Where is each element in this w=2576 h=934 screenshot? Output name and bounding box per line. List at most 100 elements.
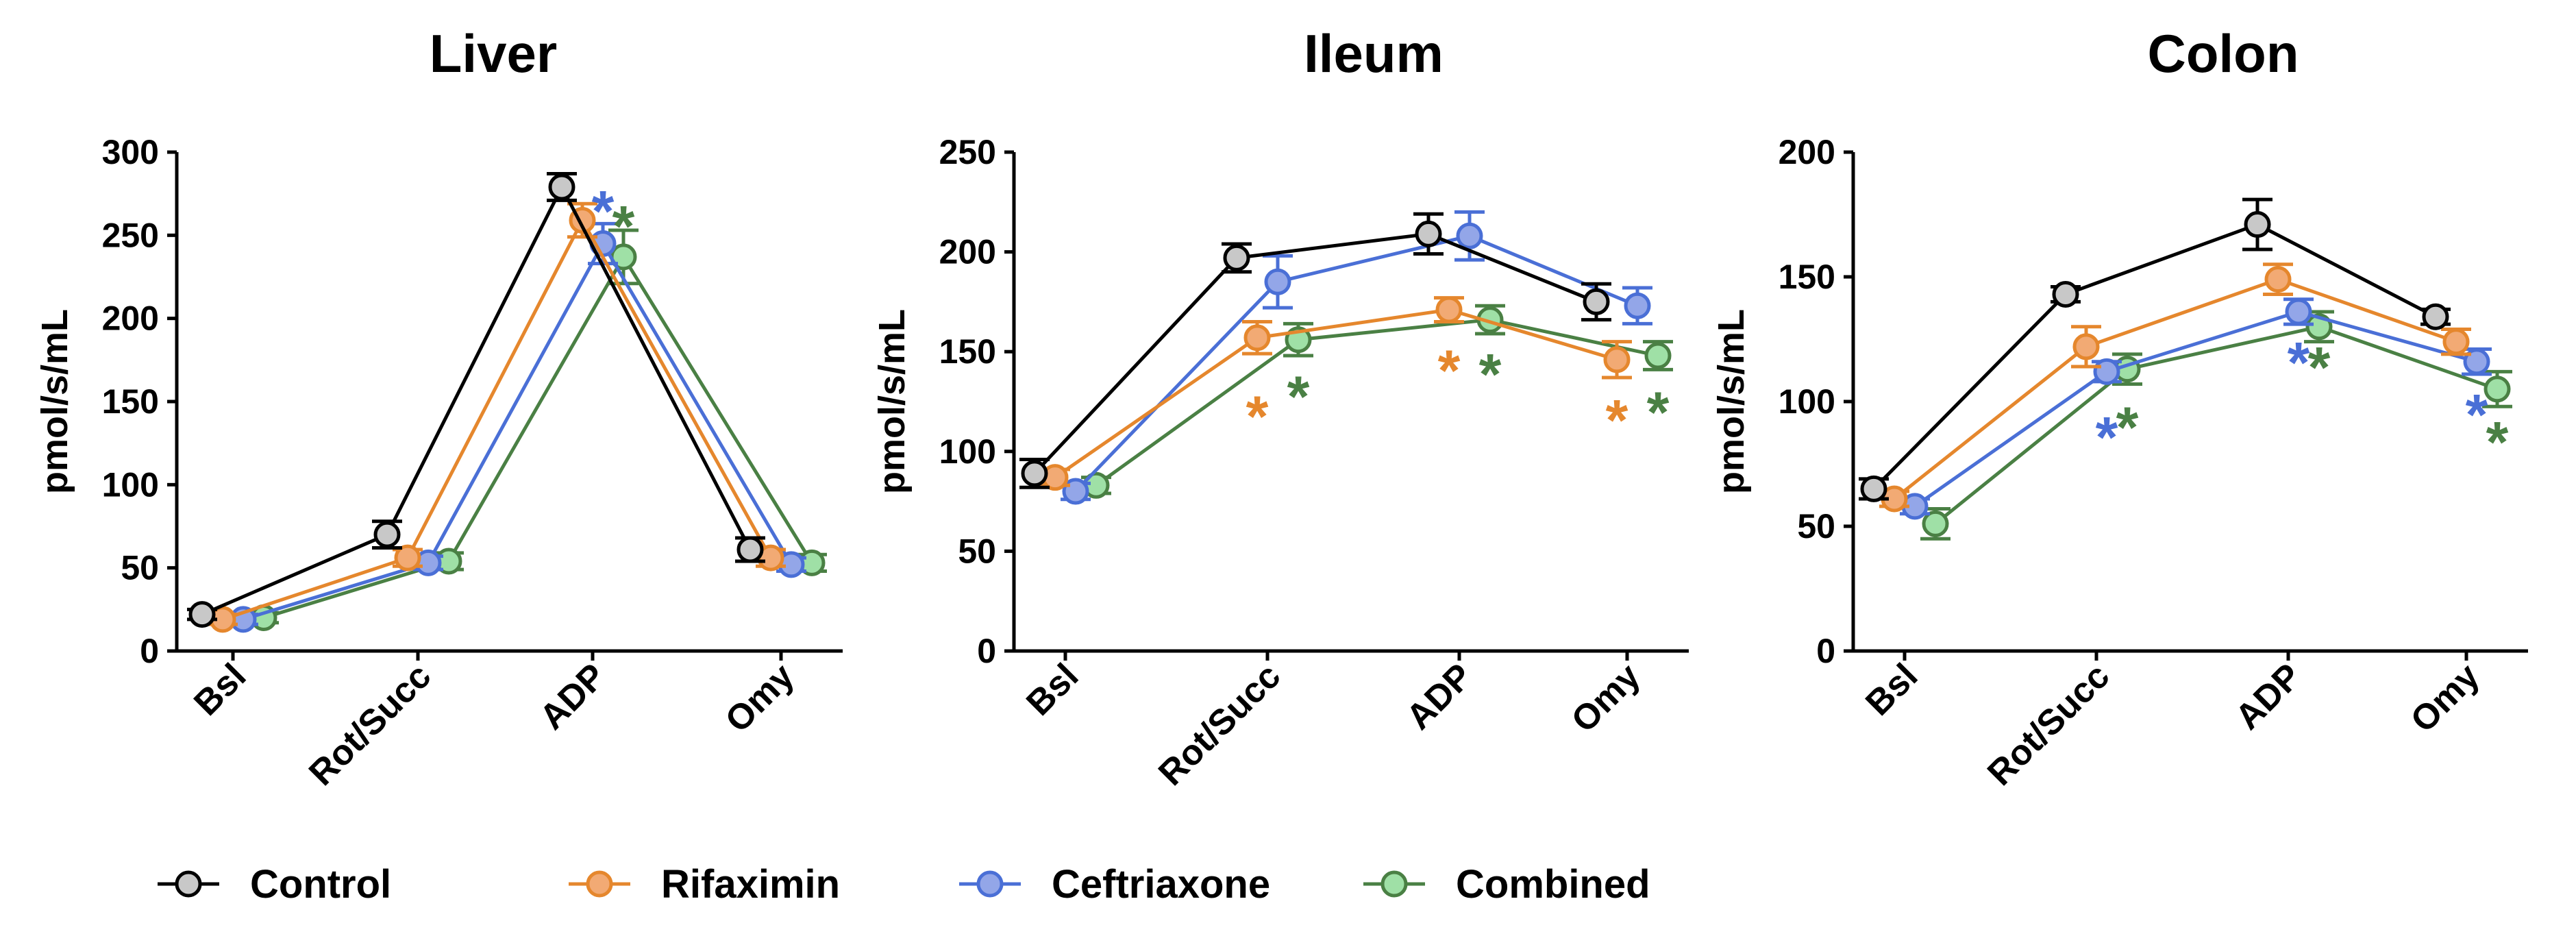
legend-item-rifaximin: Rifaximin [569,862,840,907]
data-point [736,536,764,563]
panel-ileum: Ileum 0 50 100 150 200 250 pmol/s/mL Bsl Rot/Succ… [871,23,1689,794]
y-tick-label: 0 [140,632,159,670]
data-point [373,521,401,548]
y-axis-label: pmol/s/mL [871,309,913,494]
significance-star: * [1246,384,1269,448]
series-rifaximin [208,201,786,633]
y-tick-label: 150 [939,332,996,371]
x-tick-label: Omy [718,656,802,740]
legend-label: Rifaximin [661,862,840,907]
data-point [2093,358,2120,385]
significance-star: * [1438,338,1461,402]
series-line-combined [1095,318,1659,487]
y-tick-label: 200 [102,299,159,338]
significance-star: * [2288,330,2310,395]
series-line-rifaximin [222,217,773,622]
data-point [1922,510,1949,537]
data-point [1603,346,1631,373]
series-line-combined [263,253,814,619]
data-point [2264,266,2292,293]
series-rifaximin [1879,262,2471,513]
data-point [2442,328,2470,356]
data-point [1456,222,1483,249]
data-point [1435,296,1463,323]
legend-marker [1380,870,1408,898]
panel-colon: Colon 0 50 100 150 200 pmol/s/mL Bsl Rot/Succ ADP… [1711,23,2528,794]
data-point [2072,333,2100,360]
chart-title: Liver [430,23,557,84]
series-control [187,172,765,628]
y-tick-label: 50 [121,549,159,587]
series-ceftriaxone [1061,210,1652,505]
legend-label: Combined [1456,862,1650,907]
x-tick-label: ADP [1399,656,1481,737]
y-tick-label: 50 [958,532,996,570]
data-point [2422,303,2449,330]
data-point [2244,211,2271,238]
legend-label: Ceftriaxone [1052,862,1270,907]
data-point [1021,460,1048,487]
panel-liver: Liver 0 50 100 150 200 250 300 pmol/s/mL Bsl Rot/S… [34,23,843,794]
data-point [1624,292,1651,319]
x-tick-label: Bsl [1858,656,1925,723]
legend-label: Control [250,862,391,907]
y-tick-label: 200 [939,233,996,271]
y-tick-label: 0 [977,632,996,670]
x-tick-label: ADP [2228,656,2309,737]
series-line-control [1033,232,1597,475]
legend-marker [976,870,1004,898]
series-ceftriaxone [228,221,806,633]
y-tick-label: 300 [102,133,159,171]
legend-item-control: Control [158,862,391,907]
y-tick-label: 200 [1779,133,1835,171]
x-tick-label: Rot/Succ [301,656,438,793]
data-point [1264,268,1291,295]
data-point [1062,478,1089,505]
data-point [1583,288,1610,315]
series-combined [1081,304,1673,499]
significance-star: * [1647,380,1670,445]
chart-title: Colon [2148,23,2299,84]
significance-star: * [1287,364,1310,428]
legend-marker [586,870,613,898]
x-tick-label: ADP [532,656,614,737]
x-tick-label: Bsl [1019,656,1086,723]
significance-star: * [2486,410,2509,474]
significance-star: * [1606,388,1628,452]
x-tick-label: Bsl [186,656,253,723]
series-control [1019,212,1611,489]
y-tick-label: 100 [939,432,996,471]
y-tick-label: 250 [102,216,159,254]
legend-marker [175,870,202,898]
y-tick-label: 250 [939,133,996,171]
y-axis-label: pmol/s/mL [1711,309,1752,494]
data-point [548,173,575,201]
legend-item-ceftriaxone: Ceftriaxone [959,862,1270,907]
series-ceftriaxone [1900,297,2492,520]
significance-star: * [612,194,635,258]
y-tick-label: 150 [1779,258,1835,296]
x-tick-label: Rot/Succ [1980,656,2117,793]
data-point [1243,324,1271,352]
x-tick-label: Omy [2403,656,2488,740]
y-tick-label: 100 [1779,382,1835,421]
legend: Control Rifaximin Ceftriaxone Combined [158,862,1650,907]
data-point [394,544,421,572]
data-point [1860,475,1887,502]
data-point [1644,342,1672,369]
data-point [2285,298,2312,325]
series-line-rifaximin [1054,308,1618,479]
data-point [1415,220,1442,247]
y-tick-label: 150 [102,382,159,421]
series-line-control [1872,222,2437,491]
y-tick-label: 100 [102,465,159,504]
significance-star: * [2308,335,2331,400]
data-point [1223,244,1250,271]
x-tick-label: Rot/Succ [1151,656,1288,793]
series-line-rifaximin [1893,277,2457,500]
series-line-control [201,183,752,616]
x-tick-label: Omy [1564,656,1648,740]
significance-star: * [2116,395,2139,459]
legend-item-combined: Combined [1363,862,1650,907]
